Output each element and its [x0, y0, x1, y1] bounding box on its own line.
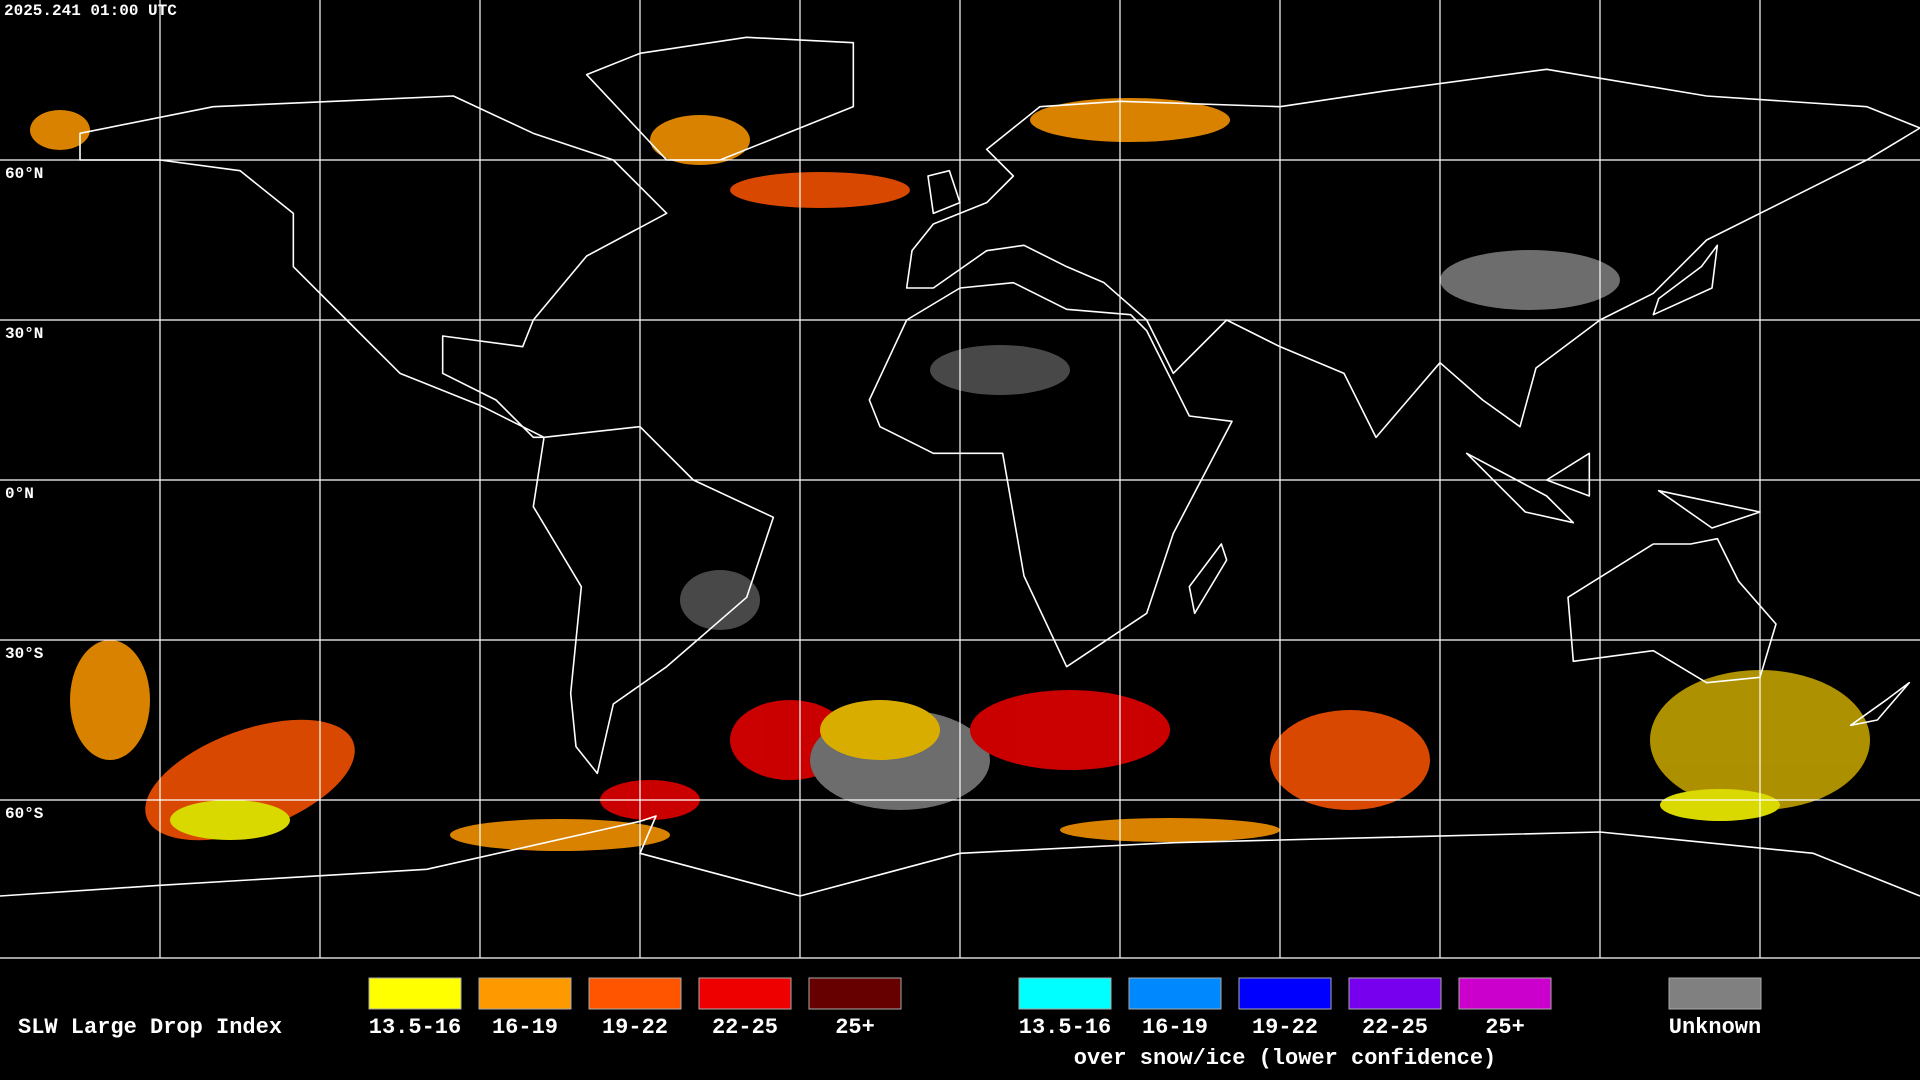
latitude-label: 30°N	[5, 325, 43, 343]
legend-label: 25+	[835, 1015, 875, 1040]
legend-label: 13.5-16	[1019, 1015, 1111, 1040]
legend: SLW Large Drop Index 13.5-16 16-19 19-22 22…	[18, 977, 1762, 1071]
timestamp: 2025.241 01:00 UTC	[4, 2, 177, 20]
legend-label: 13.5-16	[369, 1015, 461, 1040]
latitude-label: 30°S	[5, 645, 44, 663]
latitude-label: 60°S	[5, 805, 44, 823]
product-blobs	[30, 98, 1870, 851]
latitude-label: 60°N	[5, 165, 43, 183]
graticule	[0, 0, 1920, 958]
legend-swatch	[368, 977, 462, 1010]
legend-label: 25+	[1485, 1015, 1525, 1040]
latitude-labels: 60°N 30°N 0°N 30°S 60°S	[5, 165, 44, 823]
legend-swatch	[808, 977, 902, 1010]
legend-swatch	[1238, 977, 1332, 1010]
legend-label: 16-19	[1142, 1015, 1208, 1040]
legend-swatch	[478, 977, 572, 1010]
legend-swatch	[1458, 977, 1552, 1010]
latitude-label: 0°N	[5, 485, 34, 503]
legend-label: 19-22	[602, 1015, 668, 1040]
legend-swatch	[1348, 977, 1442, 1010]
legend-swatch	[1128, 977, 1222, 1010]
legend-title: SLW Large Drop Index	[18, 1015, 282, 1040]
legend-label: Unknown	[1669, 1015, 1761, 1040]
map: 60°N 30°N 0°N 30°S 60°S 2025.241 01:00 UTC	[0, 0, 1920, 958]
legend-note: over snow/ice (lower confidence)	[1074, 1046, 1496, 1071]
legend-label: 19-22	[1252, 1015, 1318, 1040]
legend-swatch	[1668, 977, 1762, 1010]
legend-label: 22-25	[712, 1015, 778, 1040]
legend-label: 22-25	[1362, 1015, 1428, 1040]
legend-swatch	[1018, 977, 1112, 1010]
legend-swatch	[588, 977, 682, 1010]
legend-swatch	[698, 977, 792, 1010]
legend-label: 16-19	[492, 1015, 558, 1040]
